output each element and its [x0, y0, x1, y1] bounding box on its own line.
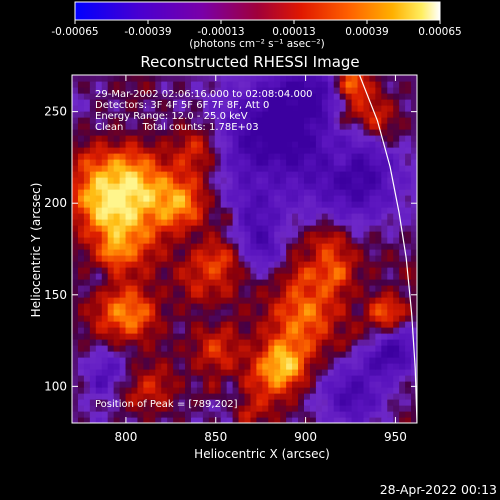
annotations: 29-Mar-2002 02:06:16.000 to 02:08:04.000… [95, 89, 313, 410]
x-tick-label: 800 [114, 430, 137, 444]
annotation-counts: Clean Total counts: 1.78E+03 [95, 122, 259, 133]
chart-title: Reconstructed RHESSI Image [140, 53, 359, 71]
colorbar-tick-label: -0.00013 [197, 26, 244, 38]
colorbar: -0.00065 -0.00039 -0.00013 0.00013 0.00039 0.… [51, 1, 462, 50]
annotation-detectors: Detectors: 3F 4F 5F 6F 7F 8F, Att 0 [95, 100, 269, 111]
y-tick-label: 100 [44, 379, 67, 393]
x-tick-label: 950 [384, 430, 407, 444]
solar-limb-line [358, 75, 417, 423]
colorbar-tick-label: 0.00065 [418, 26, 461, 38]
colorbar-tick-label: 0.00013 [272, 26, 315, 38]
y-axis: 100 150 200 250 [44, 105, 417, 393]
colorbar-unit-label: (photons cm⁻² s⁻¹ asec⁻²) [189, 38, 324, 50]
annotation-time: 29-Mar-2002 02:06:16.000 to 02:08:04.000 [95, 89, 313, 100]
x-axis: 800 850 900 950 [114, 75, 407, 444]
colorbar-tick-label: 0.00039 [345, 26, 388, 38]
x-tick-label: 900 [294, 430, 317, 444]
peak-position-label: Position of Peak = [789,202] [95, 399, 238, 410]
y-axis-label: Heliocentric Y (arcsec) [29, 183, 43, 318]
colorbar-tick-label: -0.00065 [51, 26, 98, 38]
annotation-energy: Energy Range: 12.0 - 25.0 keV [95, 111, 248, 122]
colorbar-tick-labels: -0.00065 -0.00039 -0.00013 0.00013 0.00039 0.… [51, 26, 461, 38]
colorbar-gradient [74, 1, 441, 21]
x-tick-label: 850 [204, 430, 227, 444]
x-axis-label: Heliocentric X (arcsec) [194, 447, 330, 461]
y-tick-label: 200 [44, 196, 67, 210]
footer-timestamp: 28-Apr-2022 00:13 [380, 482, 497, 497]
y-tick-label: 150 [44, 288, 67, 302]
colorbar-ticks [74, 20, 441, 24]
plot-frame [71, 74, 418, 424]
colorbar-tick-label: -0.00039 [124, 26, 171, 38]
y-tick-label: 250 [44, 105, 67, 119]
heatmap [72, 75, 417, 423]
